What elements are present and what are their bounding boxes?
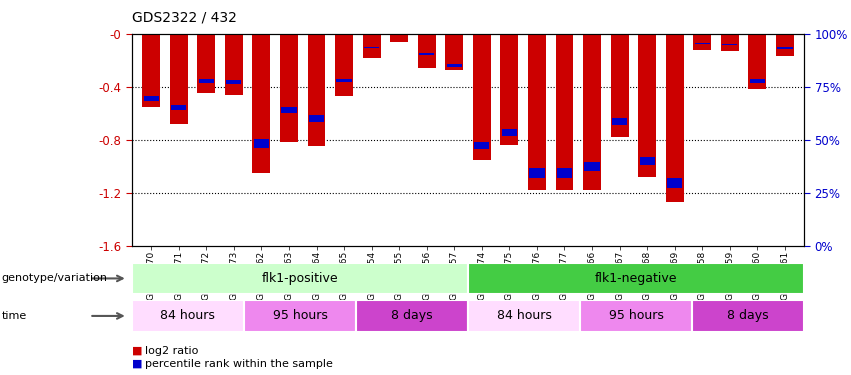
Bar	[694, 34, 711, 50]
Bar	[473, 34, 491, 159]
Bar	[528, 34, 545, 190]
Text: 8 days: 8 days	[728, 309, 769, 322]
Text: time: time	[2, 311, 27, 321]
Bar	[580, 300, 692, 332]
Bar	[502, 129, 517, 136]
Bar	[132, 300, 244, 332]
Bar	[500, 34, 518, 145]
Bar	[447, 64, 462, 67]
Bar	[170, 34, 188, 124]
Text: ■: ■	[132, 346, 146, 355]
Text: 84 hours: 84 hours	[161, 309, 215, 322]
Bar	[611, 34, 629, 137]
Text: log2 ratio: log2 ratio	[145, 346, 198, 355]
Bar	[364, 46, 380, 48]
Bar	[750, 80, 765, 83]
Bar	[468, 300, 580, 332]
Bar	[474, 142, 489, 150]
Bar	[692, 300, 804, 332]
Text: GDS2322 / 432: GDS2322 / 432	[132, 10, 237, 24]
Bar	[667, 178, 683, 189]
Bar	[557, 168, 572, 177]
Bar	[556, 34, 574, 190]
Bar	[583, 34, 601, 190]
Text: 8 days: 8 days	[391, 309, 433, 322]
Bar	[198, 79, 214, 82]
Bar	[776, 34, 794, 56]
Bar	[144, 96, 159, 101]
Bar	[309, 115, 324, 122]
Text: 95 hours: 95 hours	[272, 309, 328, 322]
Bar	[336, 78, 351, 82]
Bar	[132, 262, 468, 294]
Bar	[585, 162, 600, 171]
Bar	[722, 44, 738, 45]
Bar	[282, 106, 296, 113]
Bar	[142, 34, 160, 106]
Bar	[777, 48, 792, 49]
Bar	[253, 34, 271, 173]
Bar	[419, 53, 434, 55]
Bar	[307, 34, 325, 146]
Bar	[665, 34, 683, 202]
Text: percentile rank within the sample: percentile rank within the sample	[145, 359, 333, 369]
Text: genotype/variation: genotype/variation	[2, 273, 108, 284]
Text: 95 hours: 95 hours	[608, 309, 664, 322]
Bar	[197, 34, 215, 93]
Bar	[280, 34, 298, 142]
Bar	[226, 80, 242, 84]
Bar	[335, 34, 353, 96]
Bar	[640, 157, 654, 165]
Bar	[225, 34, 243, 94]
Bar	[748, 34, 766, 89]
Bar	[638, 34, 656, 177]
Text: flk1-positive: flk1-positive	[261, 272, 339, 285]
Bar	[171, 105, 186, 110]
Text: flk1-negative: flk1-negative	[595, 272, 677, 285]
Bar	[363, 34, 380, 58]
Bar	[529, 168, 545, 177]
Bar	[445, 34, 463, 69]
Bar	[391, 34, 408, 42]
Text: ■: ■	[132, 359, 146, 369]
Bar	[468, 262, 804, 294]
Bar	[418, 34, 436, 68]
Bar	[244, 300, 356, 332]
Bar	[356, 300, 468, 332]
Bar	[721, 34, 739, 51]
Bar	[612, 118, 627, 124]
Text: 84 hours: 84 hours	[497, 309, 551, 322]
Bar	[694, 43, 710, 44]
Bar	[254, 140, 269, 148]
